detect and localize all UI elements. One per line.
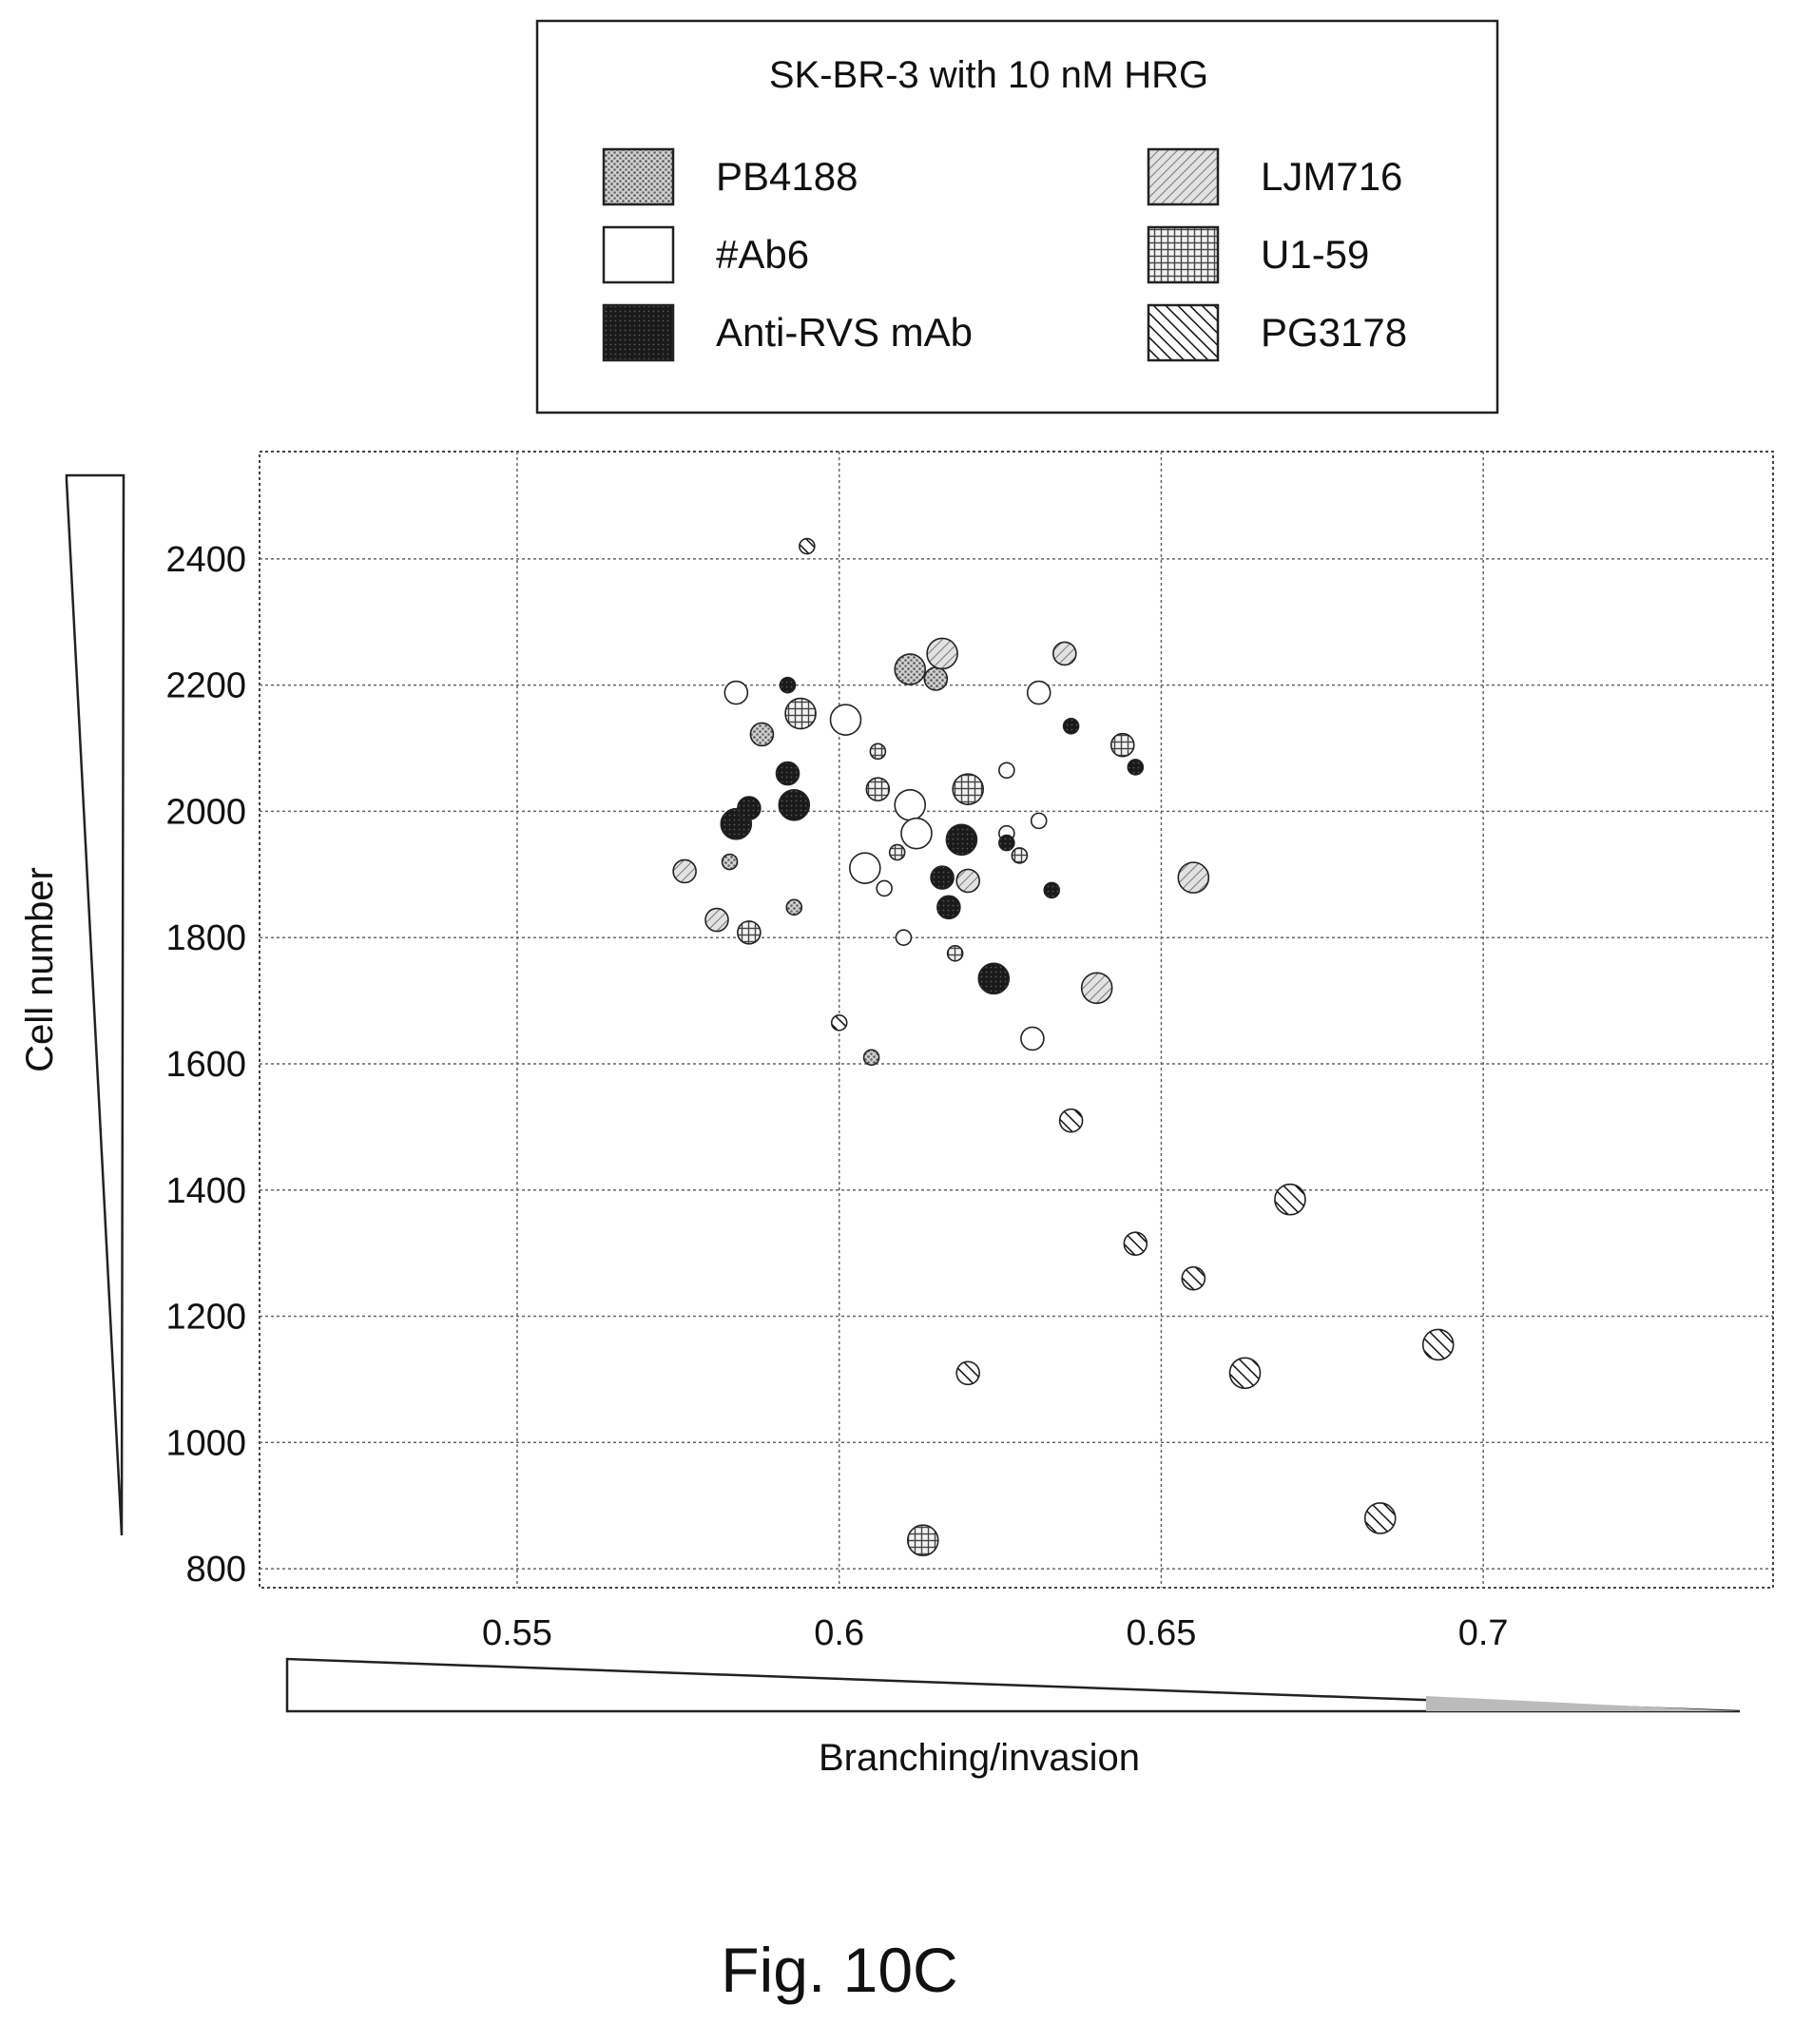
- x-tick-label: 0.6: [814, 1613, 864, 1653]
- legend-swatch: [602, 303, 675, 362]
- scatter-point: [1177, 861, 1210, 894]
- plot-frame: [259, 451, 1774, 1589]
- scatter-point: [977, 962, 1011, 995]
- scatter-point: [1026, 680, 1051, 705]
- scatter-point: [1020, 1026, 1045, 1051]
- plot-area: 0.55 0.6 0.65 0.7 800 1000 1200 1400 1600 1800 20…: [165, 451, 1774, 1653]
- scatter-point: [888, 843, 906, 861]
- scatter-point: [876, 879, 893, 897]
- scatter-point: [784, 697, 817, 730]
- scatter-point: [895, 929, 913, 946]
- scatter-point: [1363, 1502, 1397, 1534]
- y-tick-label: 1400: [165, 1171, 246, 1211]
- scatter-point: [1181, 1265, 1206, 1291]
- legend-label: #Ab6: [716, 232, 809, 277]
- scatter-point: [906, 1524, 939, 1557]
- scatter-point: [998, 834, 1015, 852]
- legend-label: PG3178: [1261, 310, 1407, 355]
- x-axis-wedge: [285, 1657, 1741, 1713]
- scatter-point: [672, 858, 697, 884]
- scatter-point: [862, 1049, 880, 1067]
- y-tick-label: 2200: [165, 666, 246, 706]
- legend-swatch: [602, 225, 675, 284]
- scatter-point: [1127, 759, 1145, 776]
- legend-label: PB4188: [716, 154, 858, 199]
- x-tick-label: 0.55: [482, 1613, 552, 1653]
- scatter-point: [1109, 732, 1135, 758]
- scatter-point: [894, 653, 927, 685]
- scatter-point: [848, 852, 881, 884]
- x-tick-labels: 0.55 0.6 0.65 0.7: [482, 1613, 1509, 1653]
- x-tick-label: 0.7: [1458, 1613, 1509, 1653]
- scatter-point: [721, 853, 739, 871]
- legend-swatch: [1147, 147, 1220, 206]
- scatter-point: [952, 773, 984, 805]
- legend-box: [535, 19, 1499, 415]
- scatter-point: [829, 704, 862, 736]
- scatter-point: [1123, 1231, 1148, 1256]
- scatter-point: [749, 722, 775, 747]
- scatter-point: [900, 817, 933, 850]
- scatter-point: [955, 1360, 980, 1386]
- scatter-point: [1421, 1328, 1455, 1361]
- scatter-point: [704, 907, 729, 933]
- legend-swatch: [1147, 303, 1220, 362]
- scatter-point: [869, 742, 887, 761]
- scatter-point: [946, 944, 964, 962]
- scatter-point: [865, 777, 891, 801]
- y-tick-label: 1600: [165, 1045, 246, 1085]
- y-tick-label: 2400: [165, 540, 246, 580]
- scatter-point: [1011, 847, 1029, 864]
- scatter-point: [1043, 881, 1061, 899]
- y-tick-label: 1800: [165, 918, 246, 958]
- legend-label: Anti-RVS mAb: [716, 310, 973, 355]
- y-tick-label: 1200: [165, 1298, 246, 1338]
- scatter-point: [1228, 1357, 1262, 1390]
- scatter-point: [723, 680, 749, 705]
- scatter-point: [775, 761, 801, 786]
- scatter-point: [785, 898, 803, 916]
- legend-label: U1-59: [1261, 232, 1369, 277]
- y-axis-label: Cell number: [19, 867, 61, 1072]
- scatter-point: [936, 895, 961, 920]
- legend: SK-BR-3 with 10 nM HRG PB4188 #Ab6 Anti-RV…: [535, 19, 1499, 415]
- y-axis-wedge: [65, 473, 125, 1536]
- scatter-point: [894, 788, 927, 821]
- legend-label: LJM716: [1261, 154, 1402, 199]
- figure-label: Fig. 10C: [721, 1935, 957, 2005]
- scatter-point: [737, 920, 762, 945]
- scatter-point: [778, 788, 811, 821]
- scatter-point: [830, 1014, 848, 1032]
- legend-swatch: [1147, 225, 1220, 284]
- legend-entries: PB4188 #Ab6 Anti-RVS mAb LJM716 U1-59 PG3178: [602, 147, 1407, 362]
- legend-title: SK-BR-3 with 10 nM HRG: [769, 54, 1208, 96]
- scatter-point: [1058, 1108, 1084, 1133]
- scatter-point: [1080, 972, 1113, 1005]
- scatter-point: [955, 868, 980, 894]
- scatter-point: [799, 537, 816, 555]
- scatter-point: [923, 666, 949, 691]
- scatter-point: [1274, 1183, 1306, 1216]
- scatter-point: [998, 762, 1015, 780]
- scatter-point: [926, 637, 958, 670]
- scatter-point: [930, 865, 955, 890]
- scatter-point: [737, 796, 762, 820]
- x-tick-label: 0.65: [1126, 1613, 1196, 1653]
- legend-swatch: [602, 147, 675, 206]
- scatter-point: [1062, 717, 1080, 735]
- y-tick-label: 2000: [165, 792, 246, 832]
- y-tick-labels: 800 1000 1200 1400 1600 1800 2000 2200 2400: [165, 540, 246, 1590]
- data-points: [672, 537, 1455, 1557]
- x-axis-wedge-shade: [1426, 1696, 1740, 1711]
- scatter-point: [779, 676, 797, 694]
- scatter-point: [945, 823, 978, 857]
- grid-lines: [260, 452, 1773, 1588]
- y-tick-label: 800: [186, 1550, 246, 1590]
- scatter-point: [1030, 812, 1048, 830]
- y-tick-label: 1000: [165, 1423, 246, 1463]
- x-axis-label: Branching/invasion: [819, 1737, 1140, 1779]
- scatter-point: [1052, 641, 1077, 666]
